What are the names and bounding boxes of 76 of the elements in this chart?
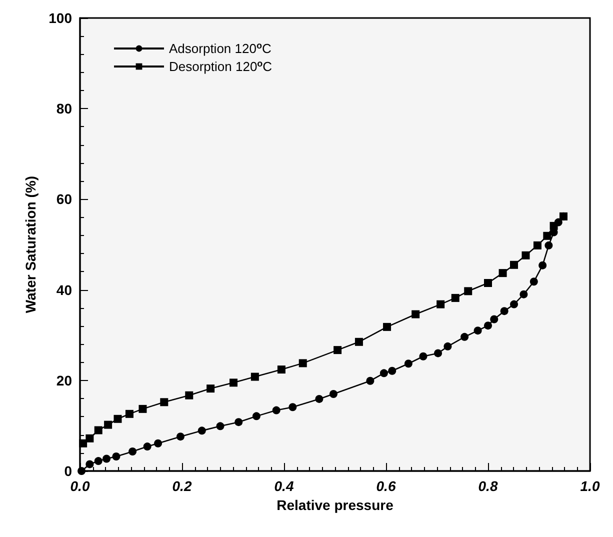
point [104,420,112,429]
point [460,332,469,341]
point [543,232,552,240]
point [94,457,102,466]
point [530,278,538,286]
point [520,290,528,298]
point [380,369,388,378]
point [383,322,392,331]
point [538,261,547,270]
point [78,467,86,475]
y-tick-label: 40 [56,282,72,298]
point [252,412,260,420]
point [176,432,184,441]
point [206,384,215,393]
point [250,372,259,381]
point [138,404,147,413]
x-tick-label: 0.6 [376,478,396,494]
point [412,310,420,318]
point [272,406,280,414]
point [500,307,508,316]
point [277,366,286,374]
y-tick-label: 80 [56,100,72,117]
point [114,414,122,423]
point [112,452,120,460]
point [550,222,558,230]
y-tick-label: 60 [56,191,72,208]
point [125,410,134,418]
point [234,418,243,426]
point [444,342,452,350]
point [490,315,498,324]
point [128,448,137,456]
point [198,426,206,435]
point [510,260,518,269]
x-tick-label: 0.0 [70,478,90,494]
point [160,398,168,406]
point [86,434,94,442]
point [86,460,94,468]
point [522,251,530,260]
point [419,352,428,360]
point [216,422,224,430]
x-tick-label: 1.0 [580,478,600,494]
x-tick-label: 0.8 [478,478,498,494]
point [510,300,518,308]
x-axis-title: Relative pressure [276,496,394,513]
point [533,241,542,250]
point [436,300,445,308]
point [185,391,194,400]
point [474,326,482,335]
point [404,360,412,368]
point [388,366,396,375]
y-tick-label: 100 [48,10,72,26]
point [354,338,363,346]
point [329,390,338,398]
y-axis-title: Water Saturation (%) [22,176,39,314]
point [94,426,102,434]
point [544,241,553,250]
x-tick-label: 0.2 [172,478,192,494]
point [334,346,342,354]
point [230,378,238,387]
point [102,454,111,463]
point [288,403,297,412]
point [315,394,324,403]
point [79,439,88,448]
point [464,287,472,296]
point [366,376,374,385]
point [298,359,307,368]
point [498,269,507,278]
x-tick-label: 0.4 [274,478,294,494]
point [451,294,460,302]
point [484,279,492,288]
point [484,322,492,330]
point [154,439,162,448]
point [143,442,152,451]
y-tick-label: 20 [56,372,72,388]
y-tick-label: 0 [64,463,72,479]
point [434,349,442,358]
